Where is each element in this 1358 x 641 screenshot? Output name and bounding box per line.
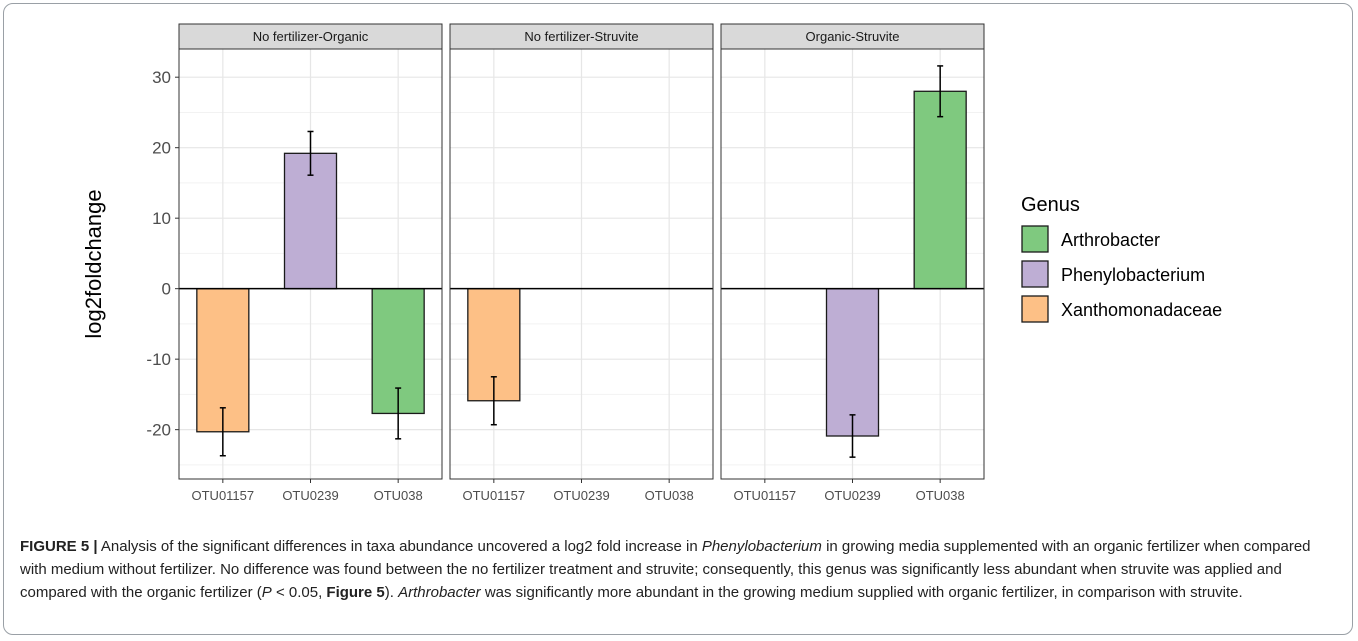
legend-label: Xanthomonadaceae — [1061, 300, 1222, 320]
y-tick-label: -10 — [146, 350, 171, 369]
legend-label: Arthrobacter — [1061, 230, 1160, 250]
caption-text-2: in growing media supplemented with an or… — [20, 538, 1311, 601]
y-tick-label: 10 — [152, 209, 171, 228]
y-tick-label: 30 — [152, 68, 171, 87]
x-tick-label: OTU0239 — [282, 488, 338, 503]
caption-italic-genus-1: Phenylobacterium — [701, 538, 822, 555]
legend-swatch — [1021, 295, 1049, 323]
caption-figure-ref[interactable]: Figure 5 — [326, 584, 385, 601]
bar — [825, 288, 880, 437]
caption-text-1: Analysis of the significant differences … — [97, 538, 702, 555]
figure-frame: log2foldchange -20 -10 0 10 20 30 No fertilize… — [3, 3, 1353, 635]
y-axis-title: log2foldchange — [81, 189, 106, 338]
figure-caption: FIGURE 5 | Analysis of the significant d… — [20, 535, 1340, 604]
legend-swatch — [1021, 225, 1049, 253]
x-tick-label: OTU01157 — [192, 488, 255, 503]
x-tick-label: OTU0239 — [553, 488, 609, 503]
facet-panel: Organic-Struvite OTU01157 OTU0239 OTU038 — [720, 23, 985, 503]
y-tick-label: 20 — [152, 139, 171, 158]
facet-panel: No fertilizer-Struvite OTU01157 OTU0239 OTU… — [449, 23, 714, 503]
y-tick-label: -20 — [146, 421, 171, 440]
facet-title: Organic-Struvite — [806, 29, 900, 44]
x-tick-label: OTU0239 — [824, 488, 880, 503]
caption-text-3: < 0.05, — [271, 584, 327, 601]
x-tick-label: OTU038 — [374, 488, 423, 503]
bar-chart: log2foldchange -20 -10 0 10 20 30 No fertilize… — [81, 23, 1222, 503]
caption-text-4: ). — [384, 584, 399, 601]
facet-title: No fertilizer-Struvite — [524, 29, 638, 44]
legend-swatch — [1021, 260, 1049, 288]
caption-label: FIGURE 5 | — [20, 538, 98, 555]
facet-title: No fertilizer-Organic — [253, 29, 369, 44]
y-tick-label: 0 — [162, 280, 171, 299]
bar — [913, 90, 967, 290]
legend-label: Phenylobacterium — [1061, 265, 1205, 285]
caption-text-5: was significantly more abundant in the g… — [480, 584, 1243, 601]
x-tick-label: OTU038 — [916, 488, 965, 503]
facet-panel: No fertilizer-Organic OTU01157 OTU0239 OTU0… — [178, 23, 443, 503]
x-tick-label: OTU01157 — [734, 488, 797, 503]
caption-italic-p: P — [261, 584, 272, 601]
x-tick-label: OTU01157 — [463, 488, 526, 503]
legend-title: Genus — [1021, 194, 1080, 216]
caption-italic-genus-2: Arthrobacter — [398, 584, 481, 601]
x-tick-label: OTU038 — [645, 488, 694, 503]
